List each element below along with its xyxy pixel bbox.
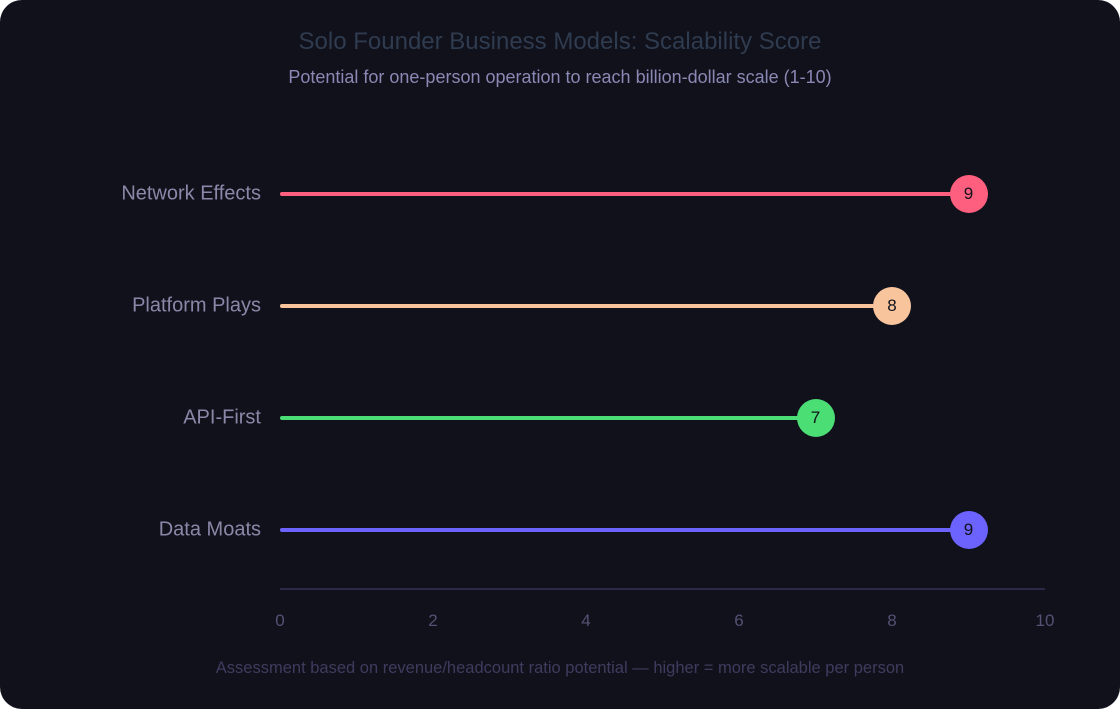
chart-title: Solo Founder Business Models: Scalabilit… (298, 28, 822, 55)
x-tick-label: 0 (275, 611, 285, 630)
value-label: 8 (887, 296, 897, 315)
category-label: Data Moats (158, 518, 261, 541)
x-tick-label: 8 (887, 611, 897, 630)
x-tick-label: 4 (581, 611, 591, 630)
value-label: 9 (963, 184, 974, 203)
value-label: 7 (810, 408, 821, 427)
value-marker: 8 (873, 287, 911, 325)
value-marker: 9 (949, 175, 988, 213)
x-tick-label: 6 (734, 611, 744, 630)
value-marker: 7 (796, 399, 835, 437)
lollipop-stem (280, 528, 969, 532)
category-label: Platform Plays (132, 294, 261, 317)
lollipop-stem (280, 192, 969, 196)
chart-footnote: Assessment based on revenue/headcount ra… (215, 659, 905, 677)
value-marker: 9 (949, 511, 988, 549)
x-axis-line (280, 588, 1045, 590)
lollipop-stem (280, 416, 816, 420)
lollipop-stem (280, 304, 892, 308)
category-label: API-First (183, 406, 261, 429)
x-tick-label: 10 (1035, 611, 1055, 630)
category-label: Network Effects (121, 182, 261, 205)
chart-subtitle: Potential for one-person operation to re… (288, 67, 832, 87)
value-label: 9 (963, 520, 974, 539)
x-tick-label: 2 (428, 611, 438, 630)
